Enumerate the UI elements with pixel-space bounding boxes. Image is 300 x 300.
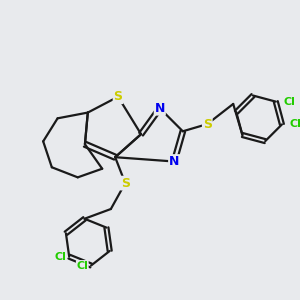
Text: Cl: Cl	[283, 97, 295, 106]
Text: S: S	[121, 177, 130, 190]
Text: S: S	[113, 90, 122, 103]
Text: N: N	[169, 155, 179, 168]
Text: S: S	[203, 118, 212, 130]
Text: Cl: Cl	[289, 119, 300, 129]
Text: N: N	[154, 102, 165, 115]
Text: Cl: Cl	[76, 260, 88, 271]
Text: Cl: Cl	[55, 252, 66, 262]
